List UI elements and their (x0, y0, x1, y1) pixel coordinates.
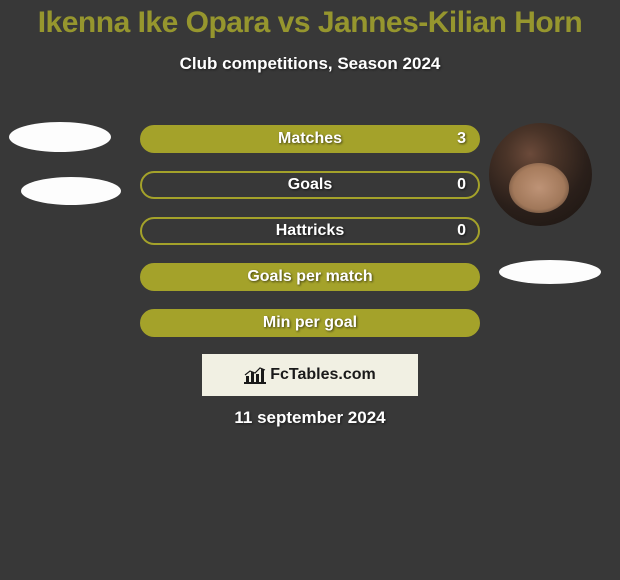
stat-label: Goals (288, 176, 332, 194)
player1-avatar-placeholder-1 (9, 122, 111, 152)
date-text: 11 september 2024 (0, 408, 620, 428)
player1-avatar-placeholder-2 (21, 177, 121, 205)
stat-bars: Matches 3 Goals 0 Hattricks 0 Goals per … (140, 125, 480, 355)
stat-label: Goals per match (247, 268, 372, 286)
player2-avatar (489, 123, 592, 226)
watermark-text: FcTables.com (270, 366, 376, 384)
subtitle: Club competitions, Season 2024 (0, 54, 620, 74)
infographic-container: Ikenna Ike Opara vs Jannes-Kilian Horn C… (0, 0, 620, 580)
stat-label: Hattricks (276, 222, 344, 240)
stat-bar-min-per-goal: Min per goal (140, 309, 480, 337)
stat-value-right: 0 (457, 176, 466, 194)
stat-label: Min per goal (263, 314, 357, 332)
page-title: Ikenna Ike Opara vs Jannes-Kilian Horn (0, 0, 620, 40)
stat-bar-goals-per-match: Goals per match (140, 263, 480, 291)
stat-bar-matches: Matches 3 (140, 125, 480, 153)
player2-avatar-placeholder (499, 260, 601, 284)
stat-bar-hattricks: Hattricks 0 (140, 217, 480, 245)
stat-value-right: 3 (457, 130, 466, 148)
stat-label: Matches (278, 130, 342, 148)
stat-value-right: 0 (457, 222, 466, 240)
chart-icon (244, 366, 266, 384)
watermark: FcTables.com (202, 354, 418, 396)
stat-bar-goals: Goals 0 (140, 171, 480, 199)
